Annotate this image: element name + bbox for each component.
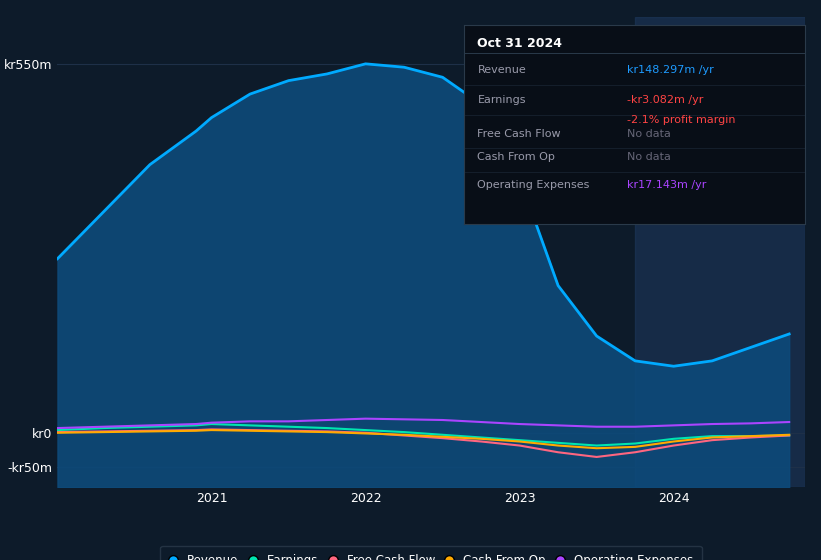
Text: Operating Expenses: Operating Expenses (478, 180, 589, 190)
Legend: Revenue, Earnings, Free Cash Flow, Cash From Op, Operating Expenses: Revenue, Earnings, Free Cash Flow, Cash … (160, 546, 702, 560)
Text: kr148.297m /yr: kr148.297m /yr (627, 65, 714, 75)
Text: -2.1% profit margin: -2.1% profit margin (627, 115, 736, 125)
Text: No data: No data (627, 152, 672, 162)
Text: -kr3.082m /yr: -kr3.082m /yr (627, 95, 704, 105)
Text: kr17.143m /yr: kr17.143m /yr (627, 180, 707, 190)
Text: Free Cash Flow: Free Cash Flow (478, 129, 561, 138)
Text: Cash From Op: Cash From Op (478, 152, 555, 162)
Text: Earnings: Earnings (478, 95, 526, 105)
Text: Oct 31 2024: Oct 31 2024 (478, 37, 562, 50)
Text: No data: No data (627, 129, 672, 138)
Bar (635, 17, 805, 487)
Text: Revenue: Revenue (478, 65, 526, 75)
